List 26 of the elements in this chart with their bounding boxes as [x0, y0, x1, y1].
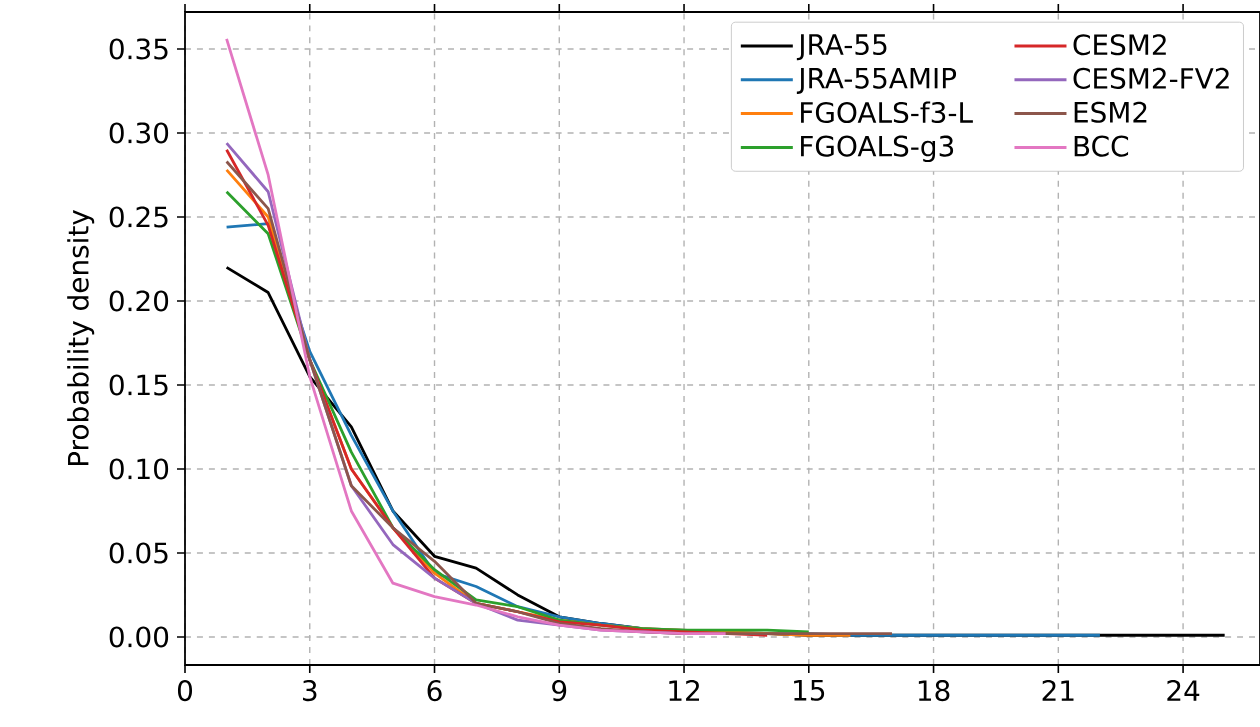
x-tick-label: 6 — [427, 680, 442, 702]
legend-label: ESM2 — [1074, 101, 1147, 123]
y-tick-label: 0.30 — [109, 122, 169, 144]
x-tick-label: 21 — [1042, 680, 1074, 701]
legend-label: BCC — [1074, 135, 1129, 157]
y-tick-label: 0.05 — [109, 542, 168, 564]
x-tick-label: 3 — [303, 680, 317, 702]
legend-label: FGOALS-g3 — [801, 135, 954, 163]
y-tick-label: 0.35 — [109, 38, 168, 60]
legend-label: FGOALS-f3-L — [801, 101, 973, 124]
y-tick-label: 0.00 — [109, 626, 169, 648]
legend-label: JRA-55AMIP — [796, 67, 957, 94]
y-tick-label: 0.25 — [109, 206, 168, 228]
y-tick-label: 0.10 — [109, 458, 169, 480]
legend-label: JRA-55 — [796, 34, 887, 61]
x-tick-label: 18 — [918, 680, 950, 702]
x-tick-label: 15 — [794, 680, 825, 701]
legend-label: CESM2 — [1073, 34, 1166, 56]
legend-label: CESM2-FV2 — [1073, 67, 1229, 89]
x-tick-label: 0 — [177, 680, 193, 702]
x-tick-label: 9 — [552, 680, 567, 702]
y-tick-label: 0.15 — [109, 374, 168, 396]
y-axis-title: Probability density — [67, 209, 95, 466]
y-tick-label: 0.20 — [109, 290, 169, 312]
x-tick-label: 12 — [669, 680, 699, 701]
x-tick-label: 24 — [1167, 680, 1200, 701]
